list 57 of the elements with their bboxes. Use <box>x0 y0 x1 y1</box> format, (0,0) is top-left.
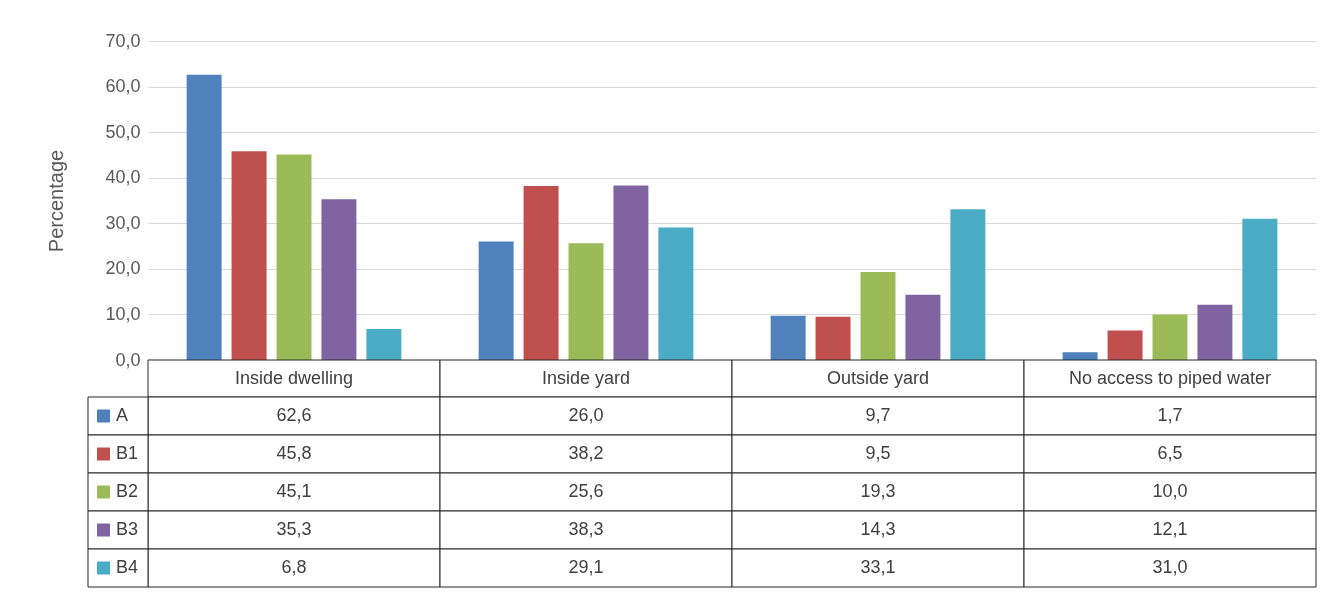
bar <box>276 154 312 360</box>
legend-label: A <box>116 405 129 425</box>
y-tick-label: 70,0 <box>105 30 141 51</box>
y-axis-title: Percentage <box>45 149 68 253</box>
y-tick-label: 20,0 <box>105 258 141 279</box>
bar <box>478 241 514 360</box>
bar <box>815 316 851 360</box>
y-tick-label: 10,0 <box>105 303 141 324</box>
legend-label: B3 <box>116 519 139 539</box>
data-label: 25,6 <box>568 481 604 501</box>
data-label: 6,5 <box>1157 443 1183 463</box>
data-label: 6,8 <box>281 557 307 577</box>
data-label: 10,0 <box>1152 481 1188 501</box>
x-tick-label: Inside dwelling <box>234 367 354 388</box>
data-label: 38,3 <box>568 519 604 539</box>
y-tick-label: 50,0 <box>105 121 141 142</box>
bar <box>568 243 604 360</box>
data-label: 14,3 <box>860 519 896 539</box>
data-label: 33,1 <box>860 557 896 577</box>
y-tick-label: 30,0 <box>105 212 141 233</box>
legend-label: B2 <box>116 481 139 501</box>
data-label: 19,3 <box>860 481 896 501</box>
data-label: 35,3 <box>276 519 312 539</box>
x-tick-label: No access to piped water <box>1068 367 1272 388</box>
data-label: 45,8 <box>276 443 312 463</box>
bar <box>613 185 649 360</box>
y-tick-label: 40,0 <box>105 167 141 188</box>
data-label: 38,2 <box>568 443 604 463</box>
y-tick-label: 60,0 <box>105 76 141 97</box>
data-label: 12,1 <box>1152 519 1188 539</box>
data-label: 9,7 <box>865 405 891 425</box>
bar <box>1242 218 1278 360</box>
bar <box>905 294 941 360</box>
bar <box>658 227 694 360</box>
data-label: 29,1 <box>568 557 604 577</box>
bar <box>1152 314 1188 360</box>
bar <box>366 329 402 360</box>
bar <box>860 272 896 360</box>
legend-label: B4 <box>116 557 139 577</box>
data-label: 45,1 <box>276 481 312 501</box>
data-label: 9,5 <box>865 443 891 463</box>
data-label: 31,0 <box>1152 557 1188 577</box>
bar <box>321 199 357 360</box>
bar <box>770 315 806 360</box>
bar <box>1197 304 1233 360</box>
data-label: 26,0 <box>568 405 604 425</box>
x-tick-label: Outside yard <box>826 367 930 388</box>
bar <box>950 209 986 360</box>
bar <box>523 185 559 360</box>
data-label: 1,7 <box>1157 405 1183 425</box>
bar <box>1107 330 1143 360</box>
bar <box>231 151 267 360</box>
legend-label: B1 <box>116 443 139 463</box>
x-tick-label: Inside yard <box>541 367 631 388</box>
bar <box>186 74 222 360</box>
data-label: 62,6 <box>276 405 312 425</box>
y-tick-label: 0,0 <box>115 349 141 370</box>
